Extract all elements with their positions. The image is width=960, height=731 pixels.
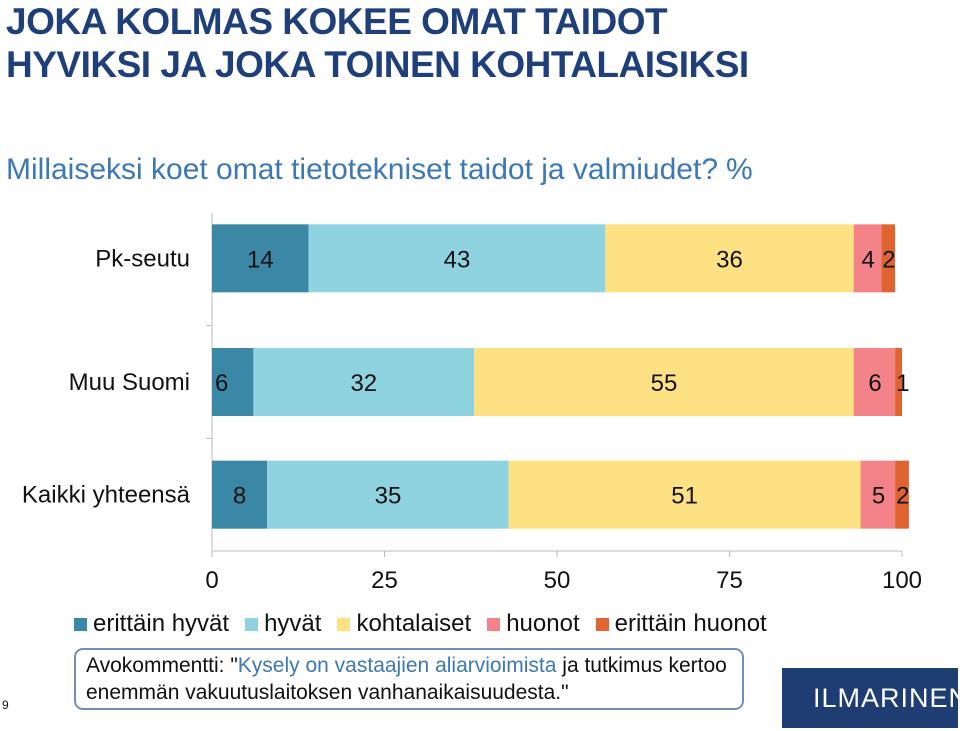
data-label: 32 [350, 370, 377, 397]
legend-label: erittäin huonot [614, 610, 767, 637]
ilmarinen-logo: ILMARINEN [782, 668, 960, 728]
callout-rest: ja tutkimus kertoo enemmän vakuutuslaito… [86, 654, 727, 704]
legend-label: erittäin hyvät [93, 610, 230, 637]
legend-label: kohtalaiset [356, 610, 472, 637]
x-tick-label: 50 [544, 567, 571, 594]
bar-segment [308, 224, 606, 293]
bar-segment [853, 348, 896, 416]
bar-segment [881, 224, 896, 293]
page-title: JOKA KOLMAS KOKEE OMAT TAIDOT HYVIKSI JA… [6, 0, 946, 86]
bar-segment [508, 460, 861, 529]
legend-label: hyvät [264, 610, 322, 637]
legend-swatch [487, 617, 501, 631]
logo-text: ILMARINEN [813, 682, 960, 713]
legend-item: hyvät [245, 610, 321, 638]
category-label: Muu Suomi [69, 369, 190, 396]
data-label: 51 [671, 483, 698, 510]
legend-item: erittäin hyvät [74, 610, 229, 638]
bar-segment [853, 224, 882, 293]
data-label: 35 [375, 483, 402, 510]
bar-segment [212, 224, 309, 293]
bar-segment [895, 460, 909, 529]
legend-swatch [595, 617, 609, 631]
legend-swatch [74, 617, 87, 631]
data-label: 5 [872, 483, 885, 510]
chart-question: Millaiseksi koet omat tietotekniset taid… [6, 153, 753, 187]
legend-label: huonot [506, 610, 580, 637]
x-tick-label: 25 [371, 567, 398, 594]
title-line-1: JOKA KOLMAS KOKEE OMAT TAIDOT [6, 1, 668, 42]
callout-highlight: Kysely on vastaajien aliarvioimista [237, 654, 557, 677]
data-label: 6 [868, 370, 881, 397]
category-label: Pk-seutu [95, 245, 190, 272]
data-label: 4 [862, 246, 875, 273]
legend-swatch [245, 617, 259, 631]
page-number: 9 [2, 698, 9, 712]
question-text: Millaiseksi koet omat tietotekniset taid… [6, 153, 719, 186]
callout-prefix: Avokommentti: " [86, 654, 238, 677]
legend-item: kohtalaiset [337, 610, 471, 638]
bar-segment [212, 348, 254, 416]
unit-label: % [726, 153, 753, 186]
data-label: 43 [444, 246, 471, 273]
data-label: 2 [882, 246, 895, 273]
bar-segment [212, 460, 268, 529]
title-line-2: HYVIKSI JA JOKA TOINEN KOHTALAISIKSI [6, 44, 749, 85]
bar-segment [474, 348, 854, 416]
legend-swatch [337, 617, 351, 631]
data-label: 8 [233, 483, 246, 510]
data-label: 6 [215, 370, 228, 397]
chart-legend: erittäin hyvät hyvät kohtalaiset huonot erit… [74, 610, 783, 638]
x-tick-label: 100 [882, 567, 922, 594]
data-label: 2 [896, 483, 909, 510]
data-label: 14 [247, 246, 274, 273]
bar-segment [895, 348, 902, 416]
legend-item: erittäin huonot [595, 610, 767, 638]
bar-segment [605, 224, 854, 293]
x-tick-label: 75 [716, 567, 743, 594]
data-label: 55 [651, 370, 678, 397]
bar-segment [860, 460, 896, 529]
bar-segment [267, 460, 509, 529]
bar-segment [253, 348, 475, 416]
data-label: 1 [896, 370, 909, 397]
legend-item: huonot [487, 610, 580, 638]
category-label: Kaikki yhteensä [22, 482, 191, 509]
comment-callout: Avokommentti: "Kysely on vastaajien alia… [74, 648, 744, 710]
data-label: 36 [716, 246, 743, 273]
x-tick-label: 0 [205, 567, 218, 594]
